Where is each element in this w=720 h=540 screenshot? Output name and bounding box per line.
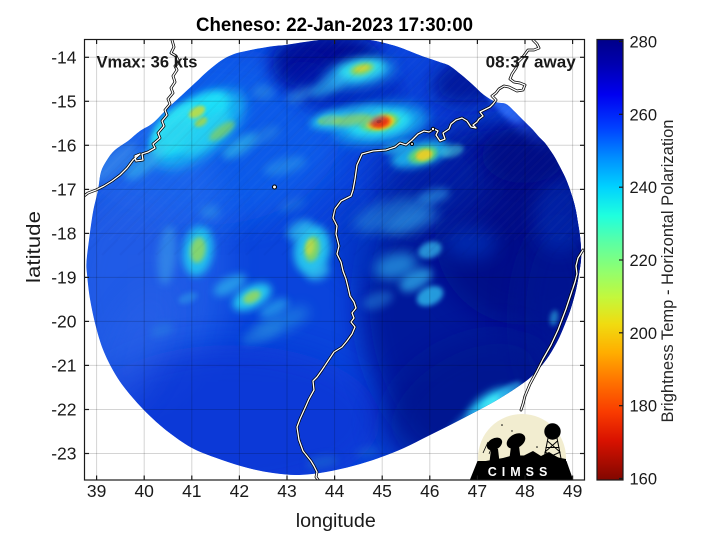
svg-text:160: 160 — [630, 471, 658, 489]
svg-text:-17: -17 — [51, 180, 76, 200]
svg-text:47: 47 — [468, 481, 487, 501]
svg-text:-23: -23 — [51, 444, 76, 464]
svg-text:41: 41 — [182, 481, 201, 501]
svg-text:-22: -22 — [51, 400, 76, 420]
svg-text:40: 40 — [134, 481, 154, 501]
svg-text:-15: -15 — [51, 92, 76, 112]
svg-text:-21: -21 — [51, 356, 76, 376]
svg-text:39: 39 — [87, 481, 106, 501]
svg-text:240: 240 — [630, 179, 658, 197]
svg-text:-19: -19 — [51, 268, 76, 288]
svg-text:43: 43 — [277, 481, 296, 501]
svg-text:45: 45 — [372, 481, 391, 501]
svg-text:280: 280 — [630, 34, 658, 52]
svg-text:46: 46 — [420, 481, 439, 501]
svg-text:-20: -20 — [51, 312, 77, 332]
svg-text:48: 48 — [515, 481, 534, 501]
svg-text:CIMSS: CIMSS — [488, 465, 553, 479]
svg-text:08:37 away: 08:37 away — [486, 54, 577, 72]
svg-text:200: 200 — [630, 325, 658, 343]
svg-text:-18: -18 — [51, 224, 76, 244]
svg-text:Cheneso: 22-Jan-2023 17:30:00: Cheneso: 22-Jan-2023 17:30:00 — [196, 15, 473, 36]
svg-text:44: 44 — [325, 481, 345, 501]
svg-text:180: 180 — [630, 398, 658, 416]
svg-text:260: 260 — [630, 106, 658, 124]
svg-text:longitude: longitude — [296, 510, 376, 532]
svg-text:42: 42 — [230, 481, 249, 501]
svg-text:Vmax: 36 kts: Vmax: 36 kts — [97, 54, 198, 72]
svg-text:-14: -14 — [51, 48, 77, 68]
svg-text:-16: -16 — [51, 136, 76, 156]
svg-text:220: 220 — [630, 252, 658, 270]
svg-text:Brightness Temp - Horizontal P: Brightness Temp - Horizontal Polarizatio… — [659, 120, 677, 423]
svg-text:49: 49 — [563, 481, 582, 501]
svg-text:latitude: latitude — [23, 211, 45, 283]
